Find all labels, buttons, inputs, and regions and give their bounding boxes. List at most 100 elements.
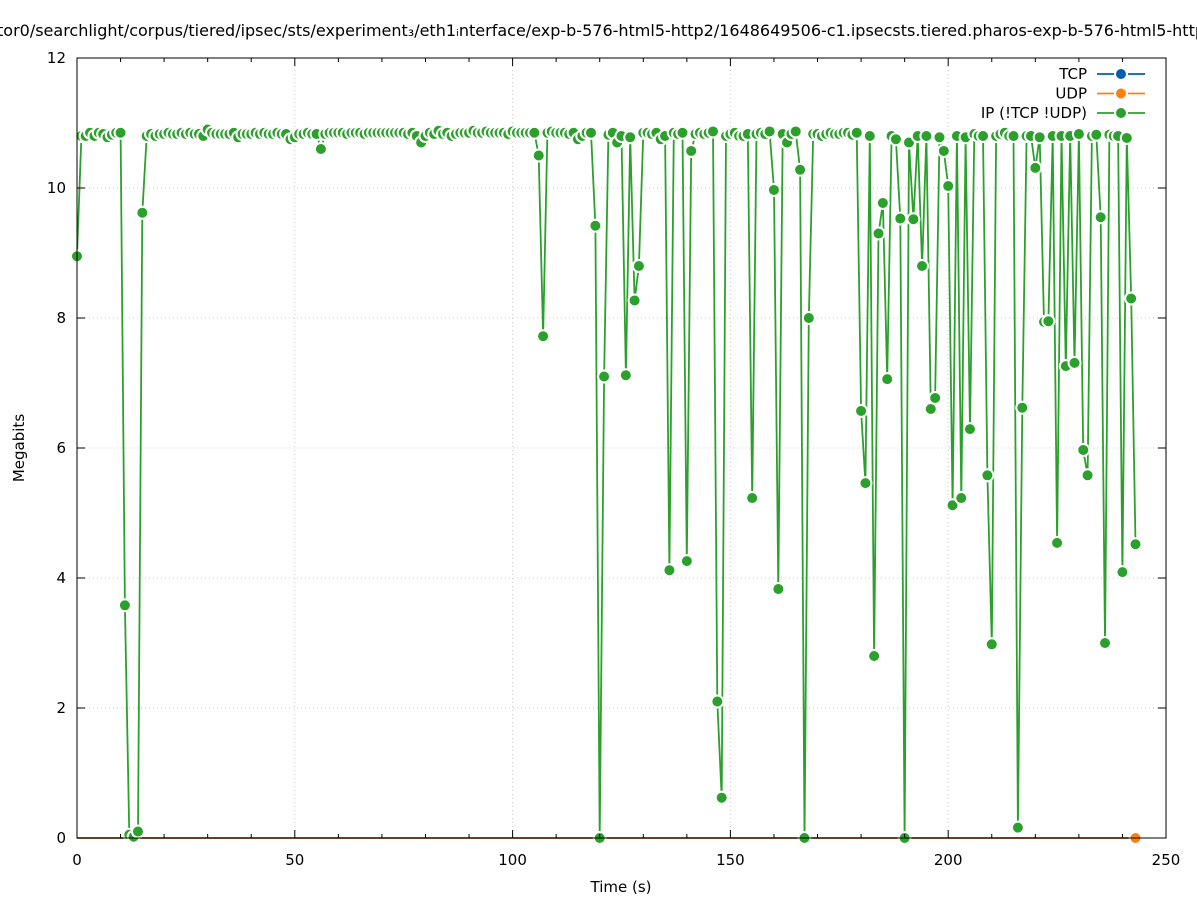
data-point bbox=[527, 125, 542, 140]
data-point bbox=[313, 142, 328, 156]
data-point bbox=[915, 259, 930, 273]
data-point bbox=[130, 824, 145, 839]
data-point bbox=[1015, 400, 1030, 415]
series-ip-tcp-udp- bbox=[70, 122, 1143, 845]
series-layer bbox=[70, 122, 1143, 845]
data-point bbox=[714, 790, 729, 805]
legend-label: TCP bbox=[1058, 65, 1087, 83]
data-point bbox=[631, 259, 646, 273]
legend-label: IP (!TCP !UDP) bbox=[981, 104, 1087, 122]
y-tick-label: 10 bbox=[47, 179, 66, 197]
x-tick-label: 250 bbox=[1152, 851, 1181, 869]
y-tick-label: 6 bbox=[56, 439, 66, 457]
data-point bbox=[113, 125, 128, 140]
x-tick-label: 50 bbox=[285, 851, 304, 869]
ticks: 0 50 100 150 200 250 0 2 4 6 8 10 12 bbox=[47, 49, 1180, 869]
legend-item: UDP bbox=[1055, 85, 1145, 103]
data-point bbox=[762, 124, 777, 139]
data-point bbox=[854, 403, 869, 418]
x-tick-label: 200 bbox=[934, 851, 963, 869]
data-point bbox=[766, 182, 781, 197]
data-point bbox=[941, 179, 956, 194]
data-point bbox=[862, 129, 877, 143]
data-point bbox=[679, 554, 694, 569]
data-point bbox=[801, 311, 816, 325]
data-point bbox=[1098, 636, 1113, 650]
data-point bbox=[135, 205, 150, 220]
data-point bbox=[627, 293, 642, 308]
data-point bbox=[117, 598, 132, 613]
y-tick-label: 8 bbox=[56, 309, 66, 327]
data-point bbox=[1041, 314, 1056, 329]
legend-marker bbox=[1114, 106, 1128, 120]
data-point bbox=[976, 129, 991, 143]
x-tick-label: 0 bbox=[72, 851, 82, 869]
data-point bbox=[588, 218, 603, 233]
data-point bbox=[936, 143, 951, 158]
data-point bbox=[584, 125, 599, 140]
data-point bbox=[618, 368, 633, 383]
data-point bbox=[932, 130, 947, 145]
data-point bbox=[875, 195, 890, 210]
data-point bbox=[1115, 565, 1130, 580]
data-point bbox=[788, 124, 803, 139]
data-point bbox=[771, 582, 786, 597]
data-point bbox=[880, 372, 895, 387]
data-point bbox=[867, 649, 882, 663]
data-point bbox=[962, 422, 977, 437]
x-tick-label: 100 bbox=[498, 851, 527, 869]
legend-marker bbox=[1114, 86, 1128, 101]
y-tick-label: 2 bbox=[56, 699, 66, 717]
data-point bbox=[1124, 291, 1139, 306]
data-point bbox=[597, 369, 612, 384]
data-point bbox=[710, 694, 725, 709]
data-point bbox=[1050, 535, 1065, 550]
data-point bbox=[1010, 820, 1025, 835]
legend-item: IP (!TCP !UDP) bbox=[981, 104, 1145, 122]
data-point bbox=[928, 390, 943, 405]
data-point bbox=[1119, 130, 1134, 145]
data-point bbox=[893, 211, 908, 226]
data-point bbox=[888, 132, 903, 147]
legend-marker bbox=[1114, 67, 1128, 81]
data-point bbox=[675, 125, 690, 140]
data-point bbox=[745, 491, 760, 506]
data-point bbox=[1071, 127, 1086, 142]
data-point bbox=[1067, 355, 1082, 370]
data-point bbox=[1080, 468, 1095, 483]
data-point bbox=[662, 563, 677, 578]
legend-label: UDP bbox=[1055, 85, 1087, 103]
y-axis-label: Megabits bbox=[10, 414, 28, 482]
data-point bbox=[1006, 129, 1021, 143]
y-tick-label: 12 bbox=[47, 49, 66, 67]
data-point bbox=[919, 129, 934, 143]
data-point bbox=[793, 162, 808, 177]
data-point bbox=[1089, 127, 1104, 142]
data-point bbox=[536, 329, 551, 344]
data-point bbox=[623, 130, 638, 145]
data-point bbox=[684, 143, 699, 158]
data-point bbox=[705, 124, 720, 139]
data-point bbox=[984, 637, 999, 652]
data-point bbox=[1028, 160, 1043, 175]
data-point bbox=[1093, 210, 1108, 225]
x-axis-label: Time (s) bbox=[590, 878, 652, 896]
y-tick-label: 0 bbox=[56, 829, 66, 847]
data-point bbox=[1076, 442, 1091, 457]
x-tick-label: 150 bbox=[716, 851, 745, 869]
data-point bbox=[531, 148, 546, 163]
y-tick-label: 4 bbox=[56, 569, 66, 587]
data-point bbox=[858, 476, 873, 491]
data-point bbox=[871, 226, 886, 241]
data-point bbox=[849, 125, 864, 140]
data-point bbox=[945, 498, 960, 513]
series-line bbox=[76, 128, 1137, 839]
data-point bbox=[1032, 130, 1047, 145]
legend-item: TCP bbox=[1058, 65, 1145, 83]
chart-title: tor0/searchlight/corpus/tiered/ipsec/sts… bbox=[0, 21, 1197, 40]
data-point bbox=[1128, 537, 1143, 552]
data-point bbox=[906, 212, 921, 227]
data-point bbox=[980, 468, 995, 483]
